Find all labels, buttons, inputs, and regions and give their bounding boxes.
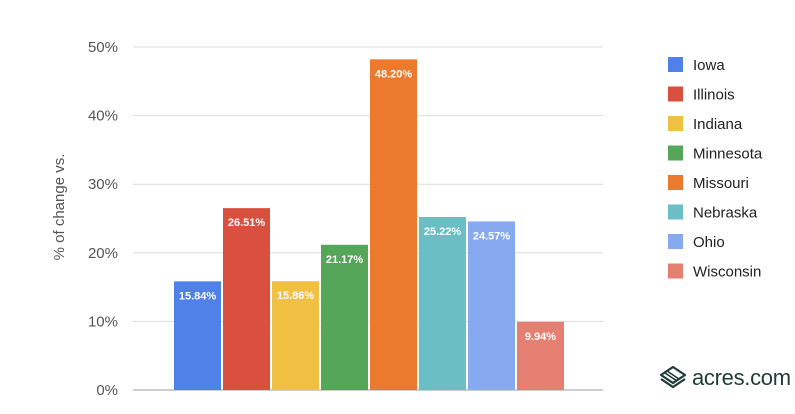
bar-value-label: 24.57%: [473, 230, 511, 242]
y-tick-label: 0%: [96, 382, 118, 399]
bar-value-label: 26.51%: [228, 217, 266, 229]
brand-logo: acres.com: [660, 364, 791, 392]
legend-label: Missouri: [693, 175, 749, 192]
bar-indiana: [272, 281, 319, 390]
legend-label: Minnesota: [693, 146, 763, 163]
legend-swatch: [668, 145, 683, 161]
bar-iowa: [174, 281, 221, 390]
legend-swatch: [668, 175, 683, 190]
legend-label: Illinois: [693, 87, 735, 104]
legend-swatch: [668, 57, 683, 72]
bar-value-label: 15.86%: [277, 290, 315, 302]
y-tick-label: 20%: [88, 245, 118, 262]
legend-label: Nebraska: [693, 205, 758, 222]
legend-label: Ohio: [693, 234, 725, 251]
bar-illinois: [223, 208, 270, 390]
bar-wisconsin: [517, 321, 564, 390]
legend-swatch: [668, 116, 683, 131]
brand-name: acres.com: [692, 365, 791, 390]
bars: 15.84% 26.51% 15.86% 21.17% 48.20% 25.22% 24.5…: [174, 59, 564, 391]
bar-value-label: 21.17%: [326, 254, 364, 266]
legend-swatch: [668, 86, 683, 102]
legend: Iowa Illinois Indiana Minnesota Missouri Nebr…: [668, 57, 763, 281]
acres-logo-icon: [660, 366, 686, 389]
y-axis-ticks: 0% 10% 20% 30% 40% 50%: [88, 39, 118, 399]
bar-nebraska: [419, 216, 466, 390]
legend-label: Wisconsin: [693, 264, 761, 281]
y-tick-label: 50%: [88, 39, 118, 56]
y-tick-label: 40%: [88, 108, 118, 125]
legend-swatch: [668, 263, 683, 279]
legend-swatch: [668, 234, 683, 249]
bar-minnesota: [321, 244, 368, 390]
bar-value-label: 15.84%: [179, 290, 217, 302]
legend-label: Iowa: [693, 57, 725, 74]
bar-value-label: 9.94%: [525, 331, 556, 343]
y-axis-label: % of change vs.: [51, 154, 68, 261]
bar-missouri: [370, 59, 417, 391]
bar-ohio: [468, 221, 515, 390]
bar-value-label: 48.20%: [375, 68, 413, 80]
y-tick-label: 10%: [88, 313, 118, 330]
y-tick-label: 30%: [88, 176, 118, 193]
bar-value-label: 25.22%: [424, 226, 462, 238]
legend-label: Indiana: [693, 116, 743, 133]
legend-swatch: [668, 204, 683, 220]
